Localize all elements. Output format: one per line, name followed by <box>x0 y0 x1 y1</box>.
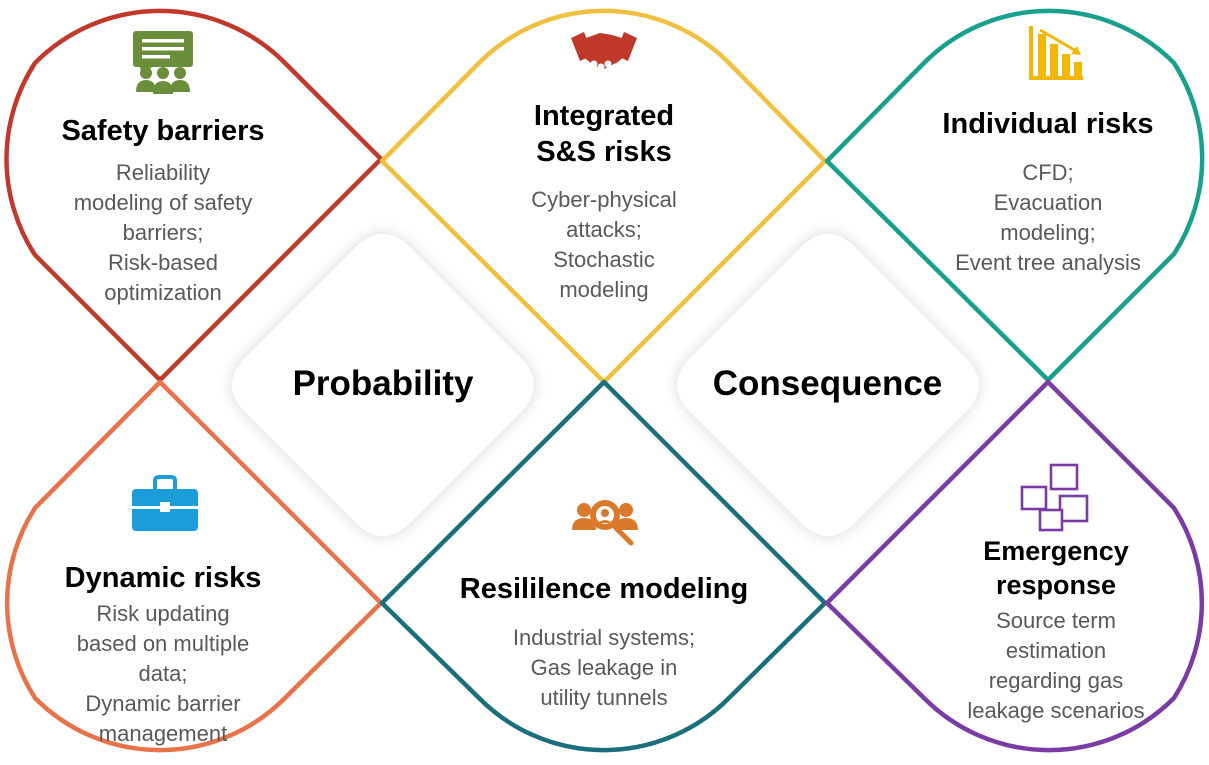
dynamic-risks-title: Dynamic risks <box>64 562 262 594</box>
probability-diamond <box>232 234 534 536</box>
consequence-label: Consequence <box>712 364 943 403</box>
dynamic-risks-outline <box>4 379 384 753</box>
individual-risks-desc: CFD; Evacuation modeling; Event tree ana… <box>955 160 1141 275</box>
consequence-diamond <box>677 234 979 536</box>
emergency-outline <box>824 379 1205 753</box>
probability-label: Probability <box>292 364 474 403</box>
integrated-ss-desc: Cyber-physical attacks; Stochastic model… <box>531 187 677 302</box>
emergency-title: Emergency response <box>983 536 1129 600</box>
safety-barriers-desc: Reliability modeling of safety barriers;… <box>73 160 253 305</box>
individual-risks-outline <box>824 8 1205 383</box>
resilience-title: Resililence modeling <box>459 573 749 605</box>
sticky-notes-icon <box>1020 463 1089 532</box>
resilience-outline <box>379 379 828 753</box>
meeting-presentation-icon <box>133 31 193 94</box>
bar-chart-decline-icon <box>1029 26 1083 80</box>
integrated-ss-outline <box>379 8 828 385</box>
safety-barriers-outline <box>4 8 384 383</box>
people-search-icon <box>572 500 638 546</box>
individual-risks-title: Individual risks <box>942 108 1154 140</box>
handshake-icon <box>571 32 637 71</box>
safety-barriers-title: Safety barriers <box>61 115 265 147</box>
briefcase-icon <box>132 475 198 531</box>
integrated-ss-title: Integrated S&S risks <box>533 100 675 168</box>
emergency-desc: Source term estimation regarding gas lea… <box>967 608 1145 723</box>
dynamic-risks-desc: Risk updating based on multiple data; Dy… <box>76 601 250 746</box>
resilience-desc: Industrial systems; Gas leakage in utili… <box>512 625 696 710</box>
